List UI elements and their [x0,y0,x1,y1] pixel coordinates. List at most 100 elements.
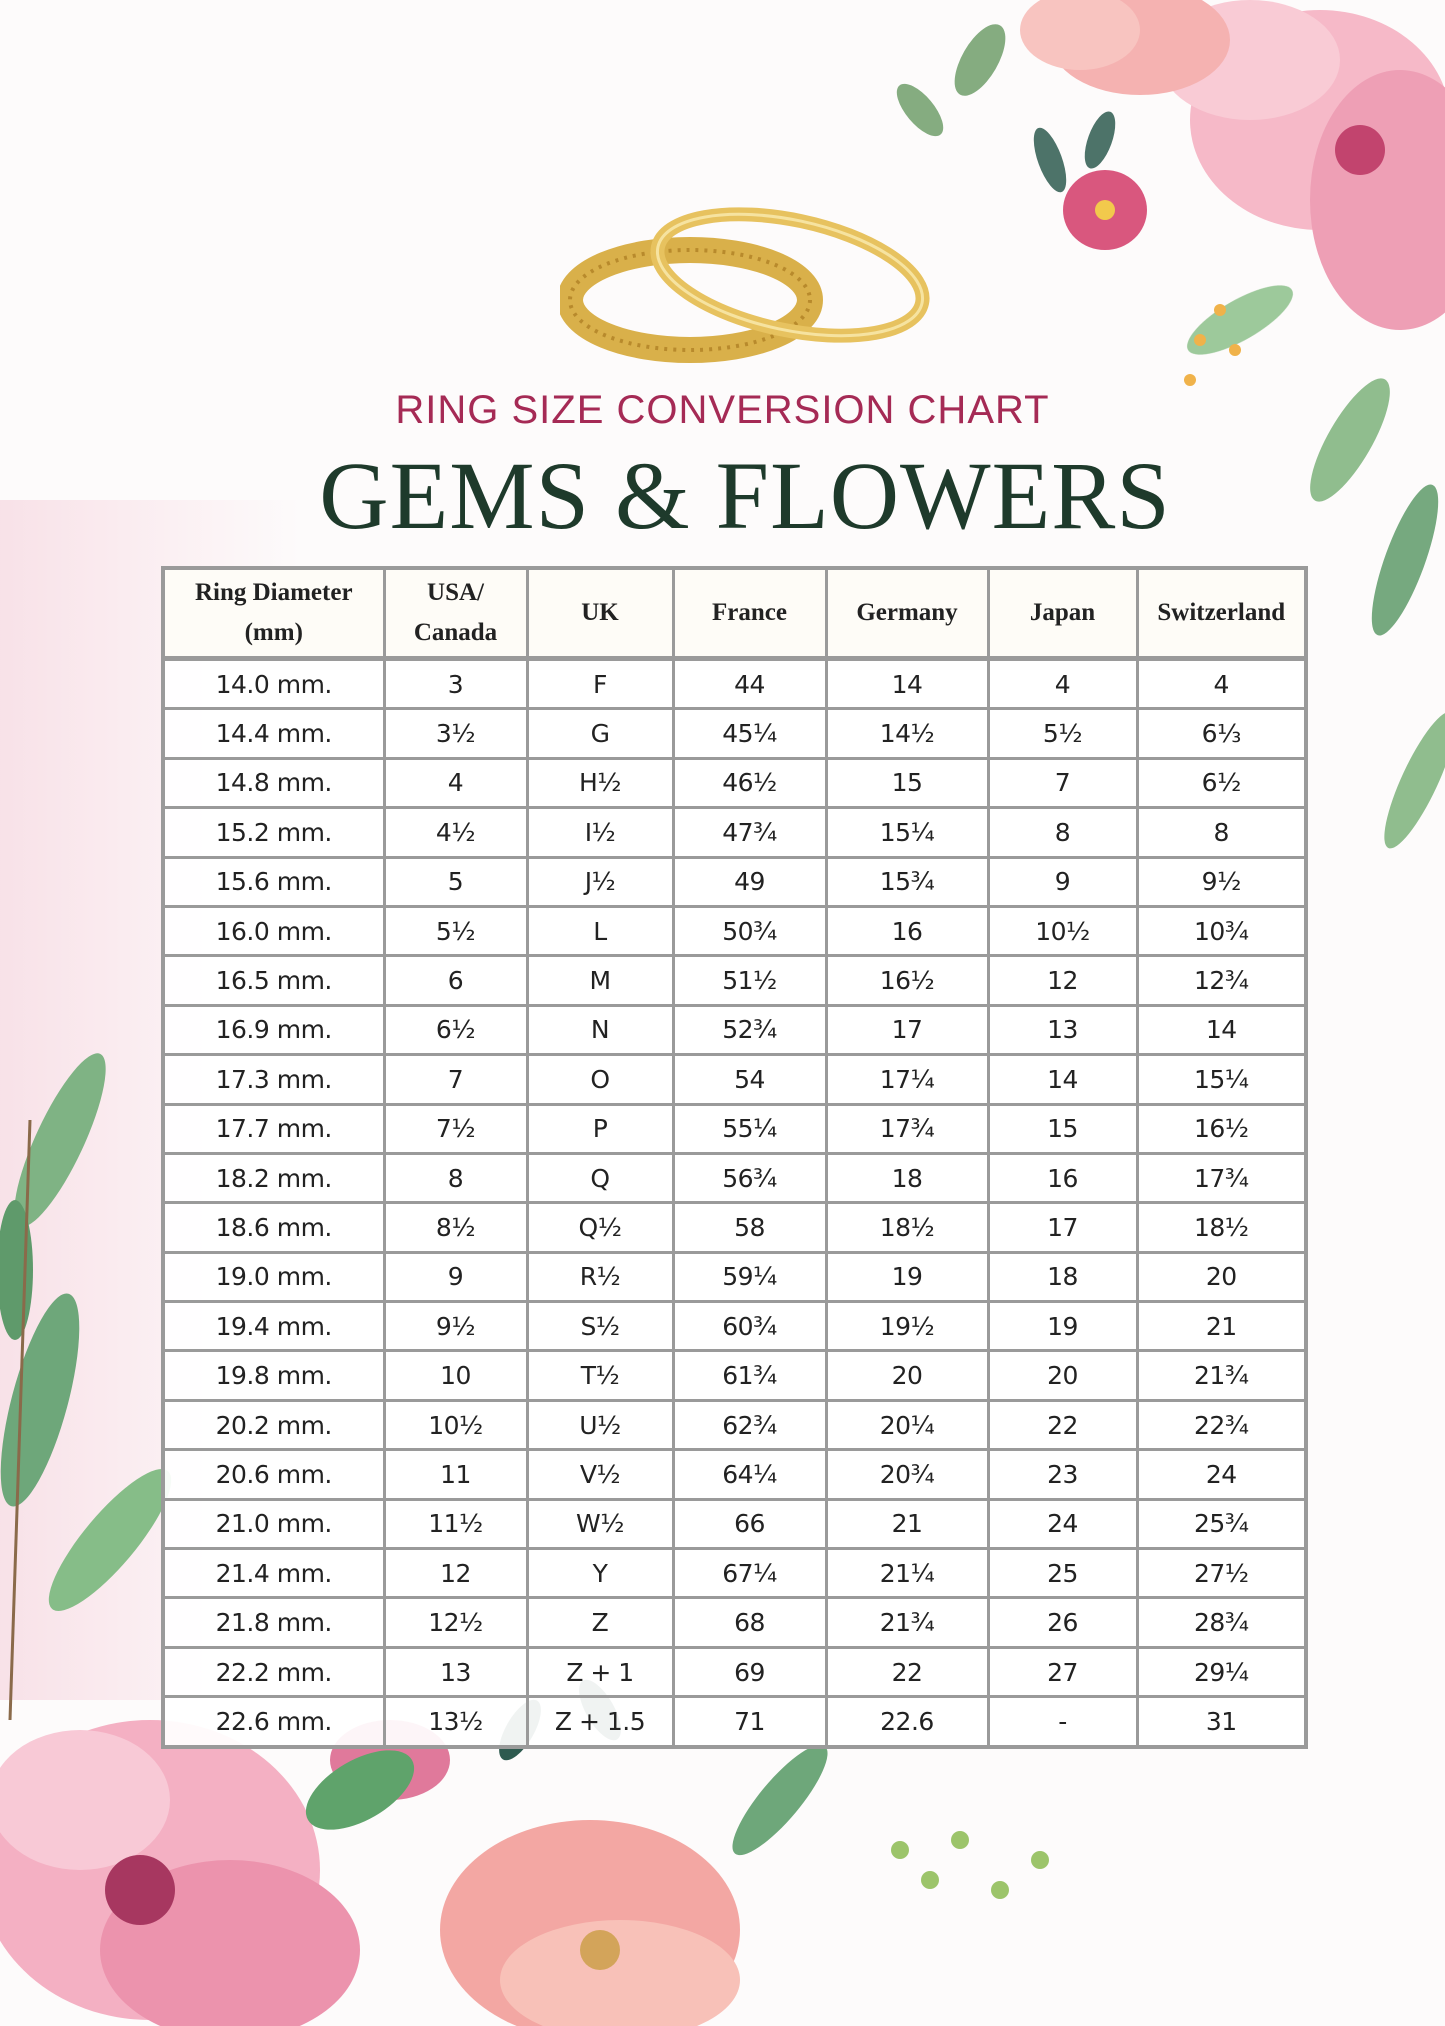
table-cell: J½ [525,855,675,908]
table-cell: 17¼ [824,1053,990,1106]
table-cell: Z [525,1596,675,1649]
table-cell: 25¾ [1135,1497,1308,1551]
table-row: 19.4 mm. 9½ S½ 60¾ 19½ 19 21 [161,1300,1308,1353]
table-row: 17.3 mm. 7 O 54 17¼ 14 15¼ [161,1053,1308,1106]
brand-title: GEMS & FLOWERS [319,442,1171,549]
table-cell: 47¾ [671,806,828,859]
table-header-row: Ring Diameter (mm) USA/Canada UK France Germa… [161,566,1308,661]
table-cell: 71 [671,1695,828,1749]
table-cell: 19.0 mm. [161,1250,386,1304]
table-cell: 17.3 mm. [161,1053,386,1106]
table-cell: 14½ [824,707,990,760]
table-cell: 6½ [382,1003,529,1057]
table-cell: 3½ [382,707,529,760]
table-row: 21.8 mm. 12½ Z 68 21¾ 26 28¾ [161,1596,1308,1649]
table-cell: 12 [382,1547,529,1600]
table-cell: 10 [382,1349,529,1402]
table-cell: Q [525,1151,675,1205]
table-row: 14.4 mm. 3½ G 45¼ 14½ 5½ 6⅓ [161,707,1308,760]
table-cell: - [986,1695,1139,1749]
table-cell: 61¾ [671,1349,828,1402]
table-cell: 27½ [1135,1547,1308,1600]
table-cell: 14 [1135,1003,1308,1057]
table-cell: 25 [986,1547,1139,1600]
table-cell: 6 [382,954,529,1007]
table-cell: 58 [671,1201,828,1254]
table-row: 15.6 mm. 5 J½ 49 15¾ 9 9½ [161,855,1308,908]
table-cell: 52¾ [671,1003,828,1057]
table-cell: 18½ [1135,1201,1308,1254]
table-cell: R½ [525,1250,675,1304]
table-cell: 19 [824,1250,990,1304]
table-cell: 66 [671,1497,828,1551]
chart-subtitle: RING SIZE CONVERSION CHART [395,388,1050,432]
table-cell: 44 [671,656,828,711]
table-cell: 7 [986,756,1139,810]
table-cell: 4 [382,756,529,810]
table-row: 22.2 mm. 13 Z + 1 69 22 27 29¼ [161,1645,1308,1699]
table-cell: 6⅓ [1135,707,1308,760]
table-cell: 20 [986,1349,1139,1402]
table-cell: 11½ [382,1497,529,1551]
table-cell: 22.6 [824,1695,990,1749]
table-cell: N [525,1003,675,1057]
table-row: 19.0 mm. 9 R½ 59¼ 19 18 20 [161,1250,1308,1304]
table-cell: 15.2 mm. [161,806,386,859]
table-cell: 50¾ [671,904,828,958]
table-cell: L [525,904,675,958]
header-usa-canada: USA/Canada [382,566,529,661]
table-cell: 10½ [986,904,1139,958]
table-cell: 12¾ [1135,954,1308,1007]
header-uk: UK [525,566,675,661]
table-cell: 18.6 mm. [161,1201,386,1254]
table-cell: 20 [1135,1250,1308,1304]
table-cell: O [525,1053,675,1106]
table-cell: 24 [986,1497,1139,1551]
table-cell: 14.0 mm. [161,656,386,711]
table-cell: 16½ [824,954,990,1007]
table-cell: 22.6 mm. [161,1695,386,1749]
table-cell: 14.8 mm. [161,756,386,810]
table-cell: 22.2 mm. [161,1645,386,1699]
table-cell: 9 [382,1250,529,1304]
table-row: 17.7 mm. 7½ P 55¼ 17¾ 15 16½ [161,1102,1308,1155]
table-cell: 15¾ [824,855,990,908]
gold-rings-icon [560,207,930,363]
table-cell: 54 [671,1053,828,1106]
table-cell: 5½ [382,904,529,958]
table-cell: 21.0 mm. [161,1497,386,1551]
table-cell: 9½ [1135,855,1308,908]
floral-decoration-left [0,1053,172,1720]
table-row: 19.8 mm. 10 T½ 61¾ 20 20 21¾ [161,1349,1308,1402]
table-row: 21.4 mm. 12 Y 67¼ 21¼ 25 27½ [161,1547,1308,1600]
table-cell: 16 [824,904,990,958]
table-cell: 20¼ [824,1398,990,1452]
table-cell: 18½ [824,1201,990,1254]
table-cell: 4½ [382,806,529,859]
table-cell: U½ [525,1398,675,1452]
table-cell: 11 [382,1448,529,1501]
table-cell: 7½ [382,1102,529,1155]
table-row: 18.2 mm. 8 Q 56¾ 18 16 17¾ [161,1151,1308,1205]
table-cell: 9 [986,855,1139,908]
table-cell: T½ [525,1349,675,1402]
table-cell: 21¼ [824,1547,990,1600]
table-cell: 21.8 mm. [161,1596,386,1649]
table-cell: 22 [824,1645,990,1699]
table-cell: 56¾ [671,1151,828,1205]
table-cell: 17 [824,1003,990,1057]
table-cell: 20.6 mm. [161,1448,386,1501]
table-cell: M [525,954,675,1007]
table-cell: 6½ [1135,756,1308,810]
table-cell: 17¾ [824,1102,990,1155]
table-row: 22.6 mm. 13½ Z + 1.5 71 22.6-31 [161,1695,1308,1749]
table-cell: F [525,656,675,711]
header-japan: Japan [986,566,1139,661]
table-cell: 59¼ [671,1250,828,1304]
table-cell: 10¾ [1135,904,1308,958]
table-cell: 16.5 mm. [161,954,386,1007]
table-cell: 17 [986,1201,1139,1254]
table-cell: 19½ [824,1300,990,1353]
table-row: 20.6 mm. 11 V½ 64¼ 20¾ 23 24 [161,1448,1308,1501]
table-row: 14.0 mm. 3 F 44 14 4 4 [161,656,1308,711]
